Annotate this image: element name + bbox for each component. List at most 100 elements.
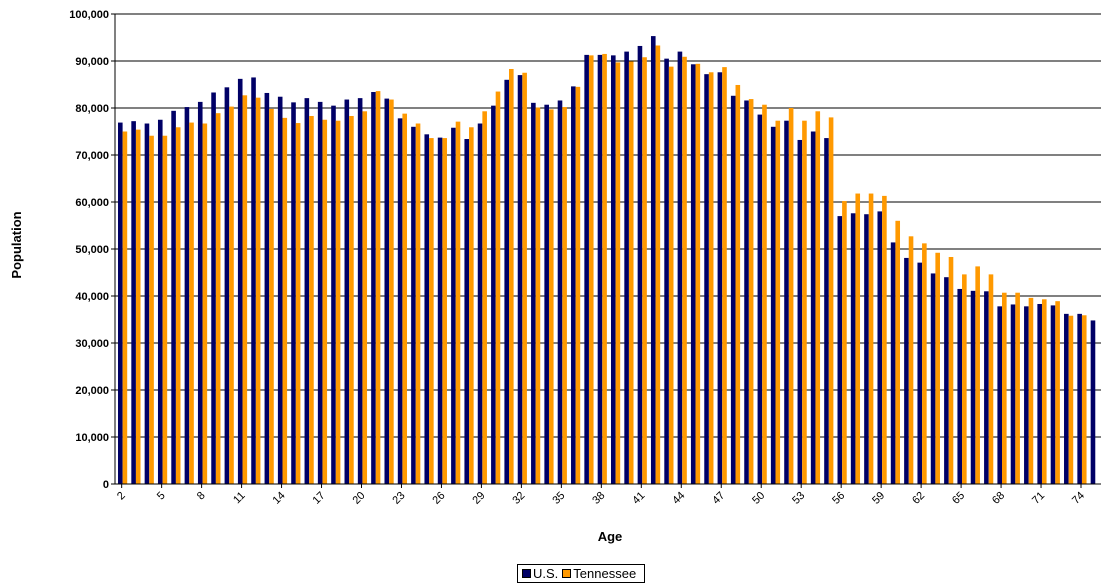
bar-tennessee <box>215 113 221 485</box>
bar-us <box>424 134 430 484</box>
bar-us <box>571 86 576 484</box>
x-tick-label: 50 <box>750 490 767 507</box>
bar-us <box>411 126 416 485</box>
bar-us <box>1090 320 1096 484</box>
bar-tennessee <box>482 111 487 484</box>
legend-swatch-tennessee <box>562 569 572 578</box>
bar-us <box>864 214 869 484</box>
y-tick-label: 10,000 <box>75 432 109 444</box>
bar-us <box>118 122 123 484</box>
bar-us <box>144 123 150 484</box>
y-tick-label: 50,000 <box>75 244 109 256</box>
bar-us <box>531 102 536 484</box>
bar-tennessee <box>429 138 434 484</box>
bar-us <box>451 127 456 485</box>
bar-tennessee <box>762 104 767 485</box>
bar-us <box>197 101 203 484</box>
bar-us <box>224 87 230 484</box>
bar-us <box>251 77 256 484</box>
legend-swatch-us <box>522 569 531 578</box>
bar-us <box>597 54 603 484</box>
bar-us <box>904 257 909 484</box>
bar-us <box>984 291 989 484</box>
bar-us <box>184 107 190 484</box>
bar-us <box>584 54 589 484</box>
x-tick-label: 26 <box>430 490 447 507</box>
bar-tennessee <box>375 91 381 484</box>
bar-us <box>304 98 310 484</box>
bar-tennessee <box>655 45 661 485</box>
y-axis-ticks: 0 10,000 20,000 30,000 40,000 50,000 60,000 70,… <box>69 9 115 491</box>
bar-tennessee <box>335 120 341 484</box>
bar-us <box>690 64 696 484</box>
x-tick-label: 20 <box>350 490 367 507</box>
bar-us <box>504 79 510 485</box>
bar-tennessee <box>495 91 501 485</box>
x-tick-label: 44 <box>670 490 687 507</box>
bar-tennessee <box>988 274 994 484</box>
bar-us <box>157 119 163 484</box>
bar-tennessee <box>1002 292 1007 484</box>
y-tick-label: 70,000 <box>75 150 109 162</box>
bar-tennessee <box>935 252 940 484</box>
y-tick-label: 30,000 <box>75 338 109 350</box>
bar-tennessee <box>389 99 394 484</box>
y-axis-title: Population <box>9 211 24 278</box>
bar-tennessee <box>922 243 927 484</box>
x-tick-label: 53 <box>790 490 807 507</box>
bar-us <box>1024 306 1029 484</box>
bar-us <box>317 101 323 484</box>
bar-tennessee <box>868 193 874 485</box>
bar-us <box>837 216 843 484</box>
bar-tennessee <box>415 123 421 484</box>
bar-tennessee <box>1028 297 1034 484</box>
bar-tennessee <box>962 274 967 484</box>
bar-tennessee <box>815 111 821 484</box>
bar-us <box>237 78 243 485</box>
bar-tennessee <box>735 84 741 484</box>
bar-tennessee <box>362 111 368 484</box>
bar-tennessee <box>562 107 567 484</box>
bar-tennessee <box>349 115 354 485</box>
bar-us <box>850 213 856 484</box>
bar-tennessee <box>149 135 154 485</box>
x-tick-label: 59 <box>870 490 887 507</box>
bar-us <box>211 92 216 485</box>
legend-item-tennessee: Tennessee <box>562 566 636 581</box>
bar-tennessee <box>628 61 634 484</box>
y-tick-label: 90,000 <box>75 56 109 68</box>
bar-us <box>544 104 549 485</box>
x-tick-label: 56 <box>830 490 847 507</box>
bar-tennessee <box>668 66 674 484</box>
bar-tennessee <box>322 119 328 484</box>
bar-tennessee <box>295 123 301 484</box>
bar-tennessee <box>1015 292 1020 484</box>
bar-tennessee <box>855 193 861 485</box>
bar-us <box>797 139 803 484</box>
bar-us <box>930 273 936 484</box>
bar-us <box>464 139 470 484</box>
x-tick-label: 74 <box>1070 490 1087 507</box>
bar-us <box>264 92 270 485</box>
bar-us <box>344 99 350 484</box>
bar-tennessee <box>695 63 701 484</box>
x-tick-label: 23 <box>390 490 407 507</box>
bar-tennessee <box>135 129 141 484</box>
bar-us <box>730 95 736 484</box>
x-tick-label: 38 <box>590 490 607 507</box>
legend-item-us: U.S. <box>522 566 558 581</box>
bar-tennessee <box>269 108 274 484</box>
bar-us <box>331 105 336 485</box>
bar-tennessee <box>1081 315 1087 484</box>
bar-us <box>650 36 656 485</box>
bar-tennessee <box>535 107 541 484</box>
bar-us <box>664 58 669 485</box>
y-tick-label: 40,000 <box>75 291 109 303</box>
bar-us <box>517 75 523 484</box>
bar-us <box>717 72 723 484</box>
bar-us <box>397 118 403 484</box>
bar-us <box>997 306 1003 484</box>
bar-tennessee <box>202 123 208 484</box>
bar-tennessee <box>775 120 781 484</box>
x-axis-title: Age <box>598 529 623 544</box>
